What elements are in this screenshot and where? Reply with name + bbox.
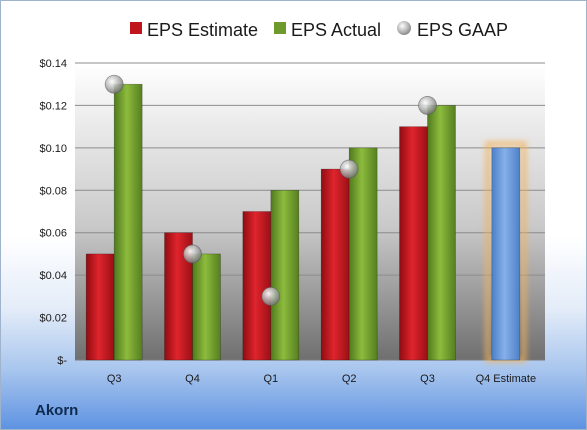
bar-eps-estimate xyxy=(242,211,272,361)
bar-eps-actual xyxy=(427,105,456,361)
x-axis-tick-labels: Q3 Q4 Q1 Q2 Q3 Q4 Estimate xyxy=(107,373,536,385)
bar-eps-estimate-future xyxy=(491,147,521,361)
y-tick-label: $- xyxy=(57,355,67,367)
bar-eps-actual xyxy=(348,147,378,361)
y-axis-tick-labels: $- $0.02 $0.04 $0.06 $0.08 $0.10 $0.12 $0.14 xyxy=(39,58,67,367)
x-tick-label: Q3 xyxy=(107,373,122,385)
legend-swatch-actual xyxy=(274,22,286,34)
legend-swatch-gaap xyxy=(397,21,411,35)
y-tick-label: $0.10 xyxy=(39,143,67,155)
y-tick-label: $0.12 xyxy=(39,100,67,112)
legend: EPS Estimate EPS Actual EPS GAAP xyxy=(130,20,508,40)
bar-eps-estimate xyxy=(85,253,115,361)
x-tick-label: Q3 xyxy=(420,373,435,385)
legend-label-actual: EPS Actual xyxy=(291,20,381,40)
legend-label-gaap: EPS GAAP xyxy=(417,20,508,40)
legend-item-eps-estimate: EPS Estimate xyxy=(130,20,258,40)
point-eps-gaap xyxy=(183,244,202,264)
bar-eps-actual xyxy=(192,253,221,361)
legend-item-eps-gaap: EPS GAAP xyxy=(397,20,508,40)
company-name: Akorn xyxy=(35,402,79,419)
y-tick-label: $0.02 xyxy=(39,313,67,325)
x-tick-label: Q4 xyxy=(185,373,200,385)
point-eps-gaap xyxy=(339,159,359,179)
bars xyxy=(85,83,527,363)
y-tick-label: $0.04 xyxy=(39,270,67,282)
x-tick-label: Q1 xyxy=(263,373,278,385)
bar-eps-actual xyxy=(113,83,143,361)
gridlines xyxy=(75,62,545,361)
y-tick-label: $0.06 xyxy=(39,228,67,240)
y-tick-label: $0.08 xyxy=(39,185,67,197)
point-eps-gaap xyxy=(418,96,437,115)
x-tick-label: Q4 Estimate xyxy=(476,373,537,385)
bar-eps-estimate xyxy=(399,126,428,361)
legend-item-eps-actual: EPS Actual xyxy=(274,20,381,40)
point-eps-gaap xyxy=(261,286,281,306)
bar-eps-estimate xyxy=(320,168,350,361)
y-tick-label: $0.14 xyxy=(39,58,67,70)
gaap-points xyxy=(104,74,437,306)
point-eps-gaap xyxy=(104,74,124,94)
bar-eps-actual xyxy=(270,189,300,361)
legend-label-estimate: EPS Estimate xyxy=(147,20,258,40)
x-tick-label: Q2 xyxy=(342,373,357,385)
legend-swatch-estimate xyxy=(130,22,142,34)
plot-area xyxy=(75,63,545,360)
